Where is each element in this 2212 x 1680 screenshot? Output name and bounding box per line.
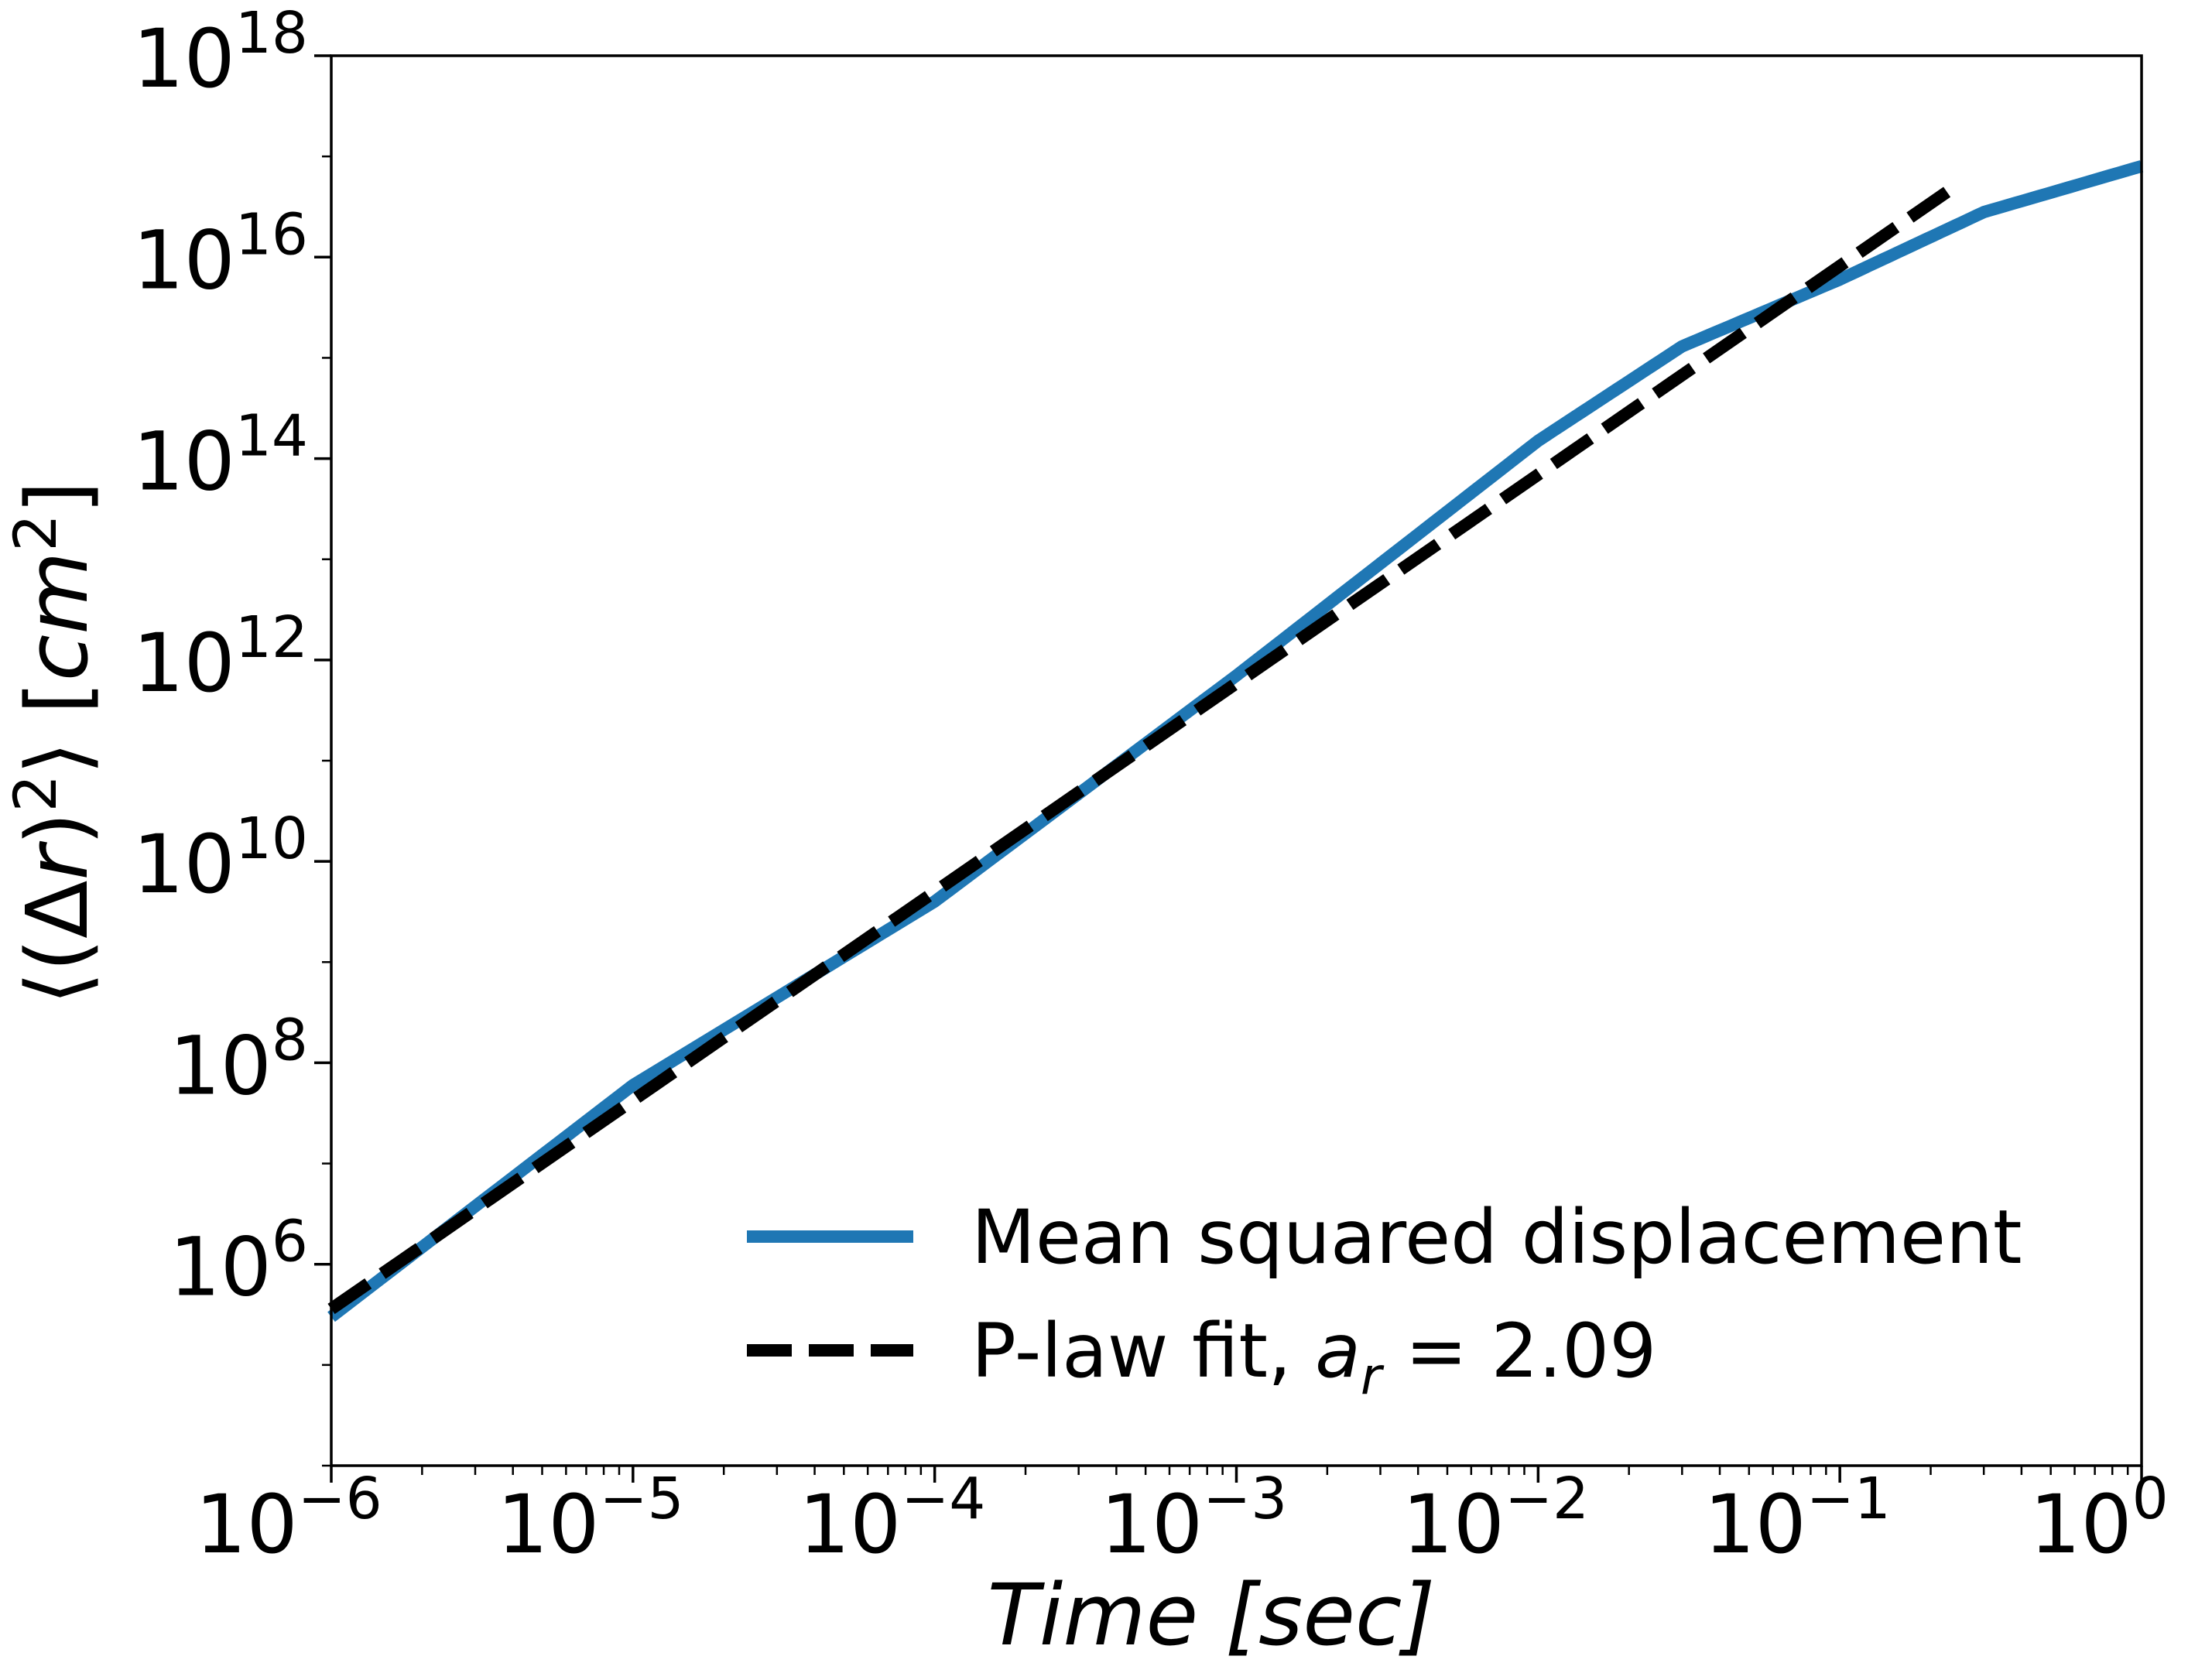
y-label-exp: 2 — [1, 775, 70, 812]
y-label-var: r — [8, 841, 107, 881]
y-tick-base: 10 — [169, 1018, 272, 1113]
legend-label-msd: Mean squared displacement — [971, 1194, 2022, 1281]
x-tick-label: 10−2 — [1402, 1466, 1589, 1572]
x-minor-ticks — [421, 1466, 2129, 1475]
x-tick-exp: −1 — [1806, 1466, 1891, 1532]
x-tick-label: 10−5 — [497, 1466, 683, 1572]
y-tick-label: 108 — [169, 1007, 308, 1113]
x-tick-exp: −3 — [1203, 1466, 1287, 1532]
y-tick-base: 10 — [132, 213, 235, 307]
x-tick-label: 10−3 — [1101, 1466, 1287, 1572]
y-axis-label: ⟨(Δr)2⟩ [cm2] — [1, 481, 107, 1004]
y-tick-exp: 8 — [272, 1007, 308, 1073]
x-tick-base: 10 — [799, 1477, 901, 1572]
msd-series-line — [327, 160, 2144, 1322]
legend-label-fit: P-law fit, ar = 2.09 — [971, 1308, 1656, 1406]
y-tick-label: 1016 — [132, 201, 308, 307]
series-layer — [327, 160, 2144, 1322]
x-tick-base: 10 — [2029, 1477, 2132, 1572]
y-tick-exp: 14 — [235, 403, 308, 470]
legend: Mean squared displacement P-law fit, ar … — [747, 1194, 2022, 1406]
x-tick-base: 10 — [1704, 1477, 1806, 1572]
y-tick-label: 1014 — [132, 403, 308, 509]
legend-fit-prefix: P-law fit, — [971, 1308, 1315, 1394]
y-tick-label: 106 — [169, 1209, 308, 1315]
y-label-close: ) — [8, 812, 107, 845]
y-tick-exp: 18 — [235, 0, 308, 67]
x-tick-exp: 0 — [2132, 1466, 2169, 1532]
y-tick-base: 10 — [132, 616, 235, 710]
y-tick-exp: 12 — [235, 604, 308, 671]
powerlaw-fit-line — [327, 181, 1958, 1315]
x-tick-base: 10 — [1402, 1477, 1505, 1572]
y-tick-base: 10 — [132, 12, 235, 106]
x-tick-exp: −5 — [599, 1466, 683, 1532]
x-tick-exp: −2 — [1505, 1466, 1589, 1532]
x-tick-label: 100 — [2029, 1466, 2168, 1572]
x-tick-base: 10 — [195, 1477, 297, 1572]
x-major-ticks — [330, 1466, 2143, 1483]
x-tick-label: 10−4 — [799, 1466, 985, 1572]
y-tick-exp: 16 — [235, 201, 308, 268]
y-tick-label: 1018 — [132, 0, 308, 106]
y-label-unit: cm — [8, 552, 107, 682]
y-tick-label: 1010 — [132, 806, 308, 912]
y-tick-exp: 10 — [235, 806, 308, 872]
y-tick-label: 1012 — [132, 604, 308, 710]
x-tick-labels: 10−6 10−5 10−4 10−3 10−2 10−1 100 — [195, 1466, 2168, 1572]
legend-fit-suffix: = 2.09 — [1382, 1308, 1656, 1394]
y-label-end: ] — [8, 481, 107, 514]
y-tick-exp: 6 — [272, 1209, 308, 1275]
y-label-unit-exp: 2 — [1, 514, 70, 551]
y-tick-base: 10 — [132, 415, 235, 509]
x-tick-exp: −4 — [901, 1466, 985, 1532]
y-label-open: ⟨(Δ — [8, 881, 107, 1005]
x-axis-label: Time [sec] — [988, 1565, 1436, 1665]
legend-fit-sub: r — [1361, 1346, 1385, 1406]
x-tick-base: 10 — [1101, 1477, 1203, 1572]
y-major-ticks — [314, 54, 331, 1266]
x-tick-exp: −6 — [298, 1466, 382, 1532]
y-minor-ticks — [322, 155, 331, 1467]
plot-frame — [330, 54, 2143, 1467]
legend-fit-var: a — [1315, 1308, 1361, 1394]
x-tick-label: 10−1 — [1704, 1466, 1890, 1572]
y-tick-base: 10 — [132, 817, 235, 912]
x-tick-label: 10−6 — [195, 1466, 382, 1572]
y-tick-base: 10 — [169, 1220, 272, 1315]
x-tick-base: 10 — [497, 1477, 599, 1572]
y-label-bracket: ⟩ [ — [8, 681, 107, 775]
